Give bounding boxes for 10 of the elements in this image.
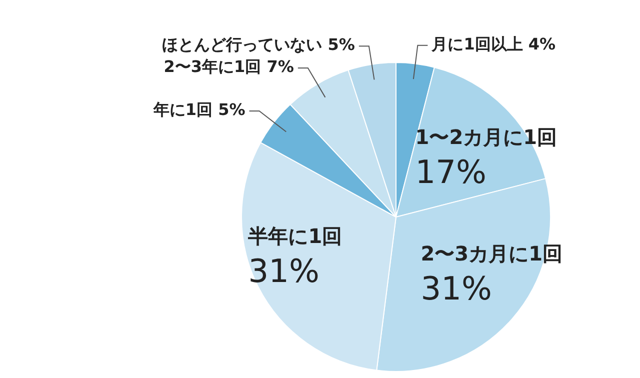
data-label: 31%	[420, 270, 492, 308]
slice-label: 年に1回 5%	[152, 100, 246, 120]
slice-label: ほとんど行っていない 5%	[162, 35, 355, 54]
data-label: 17%	[415, 153, 486, 192]
slice-label: 1〜2カ月に1回	[415, 125, 558, 150]
data-label: 31%	[248, 252, 320, 290]
slice-label: 月に1回以上 4%	[430, 34, 556, 54]
slice-label: 2〜3カ月に1回	[420, 241, 563, 266]
slice-label: 2〜3年に1回 7%	[164, 57, 294, 76]
slice-label: 半年に1回	[247, 224, 342, 248]
